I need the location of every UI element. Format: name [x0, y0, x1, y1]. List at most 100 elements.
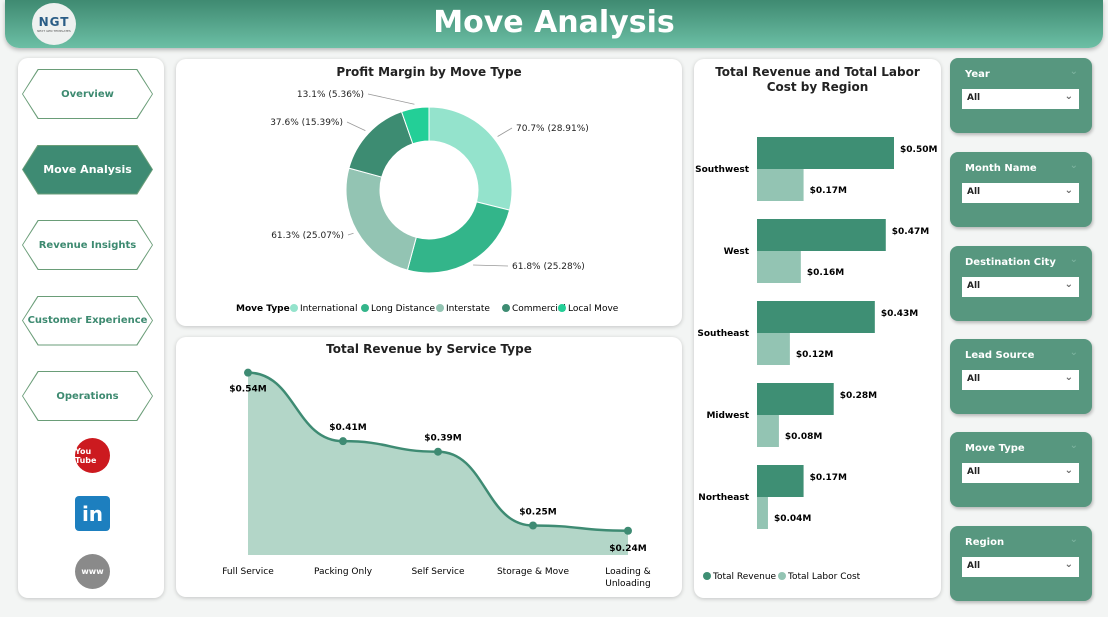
area-chart: $0.54M Full Service $0.41M Packing Only $0.3… — [222, 368, 651, 589]
chevron-down-icon: ⌄ — [1064, 559, 1073, 570]
data-label: $0.04M — [774, 514, 811, 524]
bar-chart: Southwest $0.50M $0.17M West $0.47M $0.16M Sou… — [695, 137, 937, 582]
legend-marker — [502, 304, 510, 312]
chevron-down-icon: ⌄ — [1064, 372, 1073, 383]
data-label: 61.3% (25.07%) — [271, 231, 344, 241]
bar-total-labor-cost[interactable] — [757, 251, 801, 283]
legend-marker — [290, 304, 298, 312]
filter-label: Region — [965, 537, 1005, 548]
filter-move-type: Move Type ⌄ All ⌄ — [950, 432, 1092, 507]
filter-dropdown[interactable]: All ⌄ — [962, 183, 1079, 203]
legend-item[interactable]: Total Revenue — [712, 572, 777, 582]
filter-dropdown[interactable]: All ⌄ — [962, 463, 1079, 483]
legend-item[interactable]: Interstate — [446, 304, 490, 314]
x-tick-label: Packing Only — [314, 567, 373, 577]
navigation-panel: Overview Move Analysis Revenue Insights Cus… — [18, 58, 164, 598]
filter-label: Year — [965, 69, 990, 80]
donut-slice-interstate[interactable] — [345, 167, 417, 271]
donut-slice-commercial[interactable] — [348, 111, 414, 178]
chevron-down-icon: ⌄ — [1064, 465, 1073, 476]
collapse-chevron-icon[interactable]: ⌄ — [1069, 66, 1078, 77]
dropdown-value: All — [967, 187, 981, 197]
donut-slice-international[interactable] — [428, 106, 513, 211]
data-point[interactable] — [339, 437, 347, 446]
leader-line — [347, 232, 354, 236]
nav-button-revenue-insights[interactable]: Revenue Insights — [22, 220, 153, 270]
bar-total-revenue[interactable] — [757, 465, 804, 497]
linkedin-icon[interactable]: in — [75, 496, 110, 531]
bar-total-revenue[interactable] — [757, 383, 834, 415]
filter-label: Month Name — [965, 163, 1037, 174]
collapse-chevron-icon[interactable]: ⌄ — [1069, 534, 1078, 545]
legend-item[interactable]: Local Move — [568, 304, 619, 314]
nav-button-move-analysis[interactable]: Move Analysis — [22, 144, 153, 195]
nav-button-label: Customer Experience — [23, 296, 152, 345]
leader-line — [473, 264, 509, 267]
bar-total-labor-cost[interactable] — [757, 415, 779, 447]
bar-total-revenue[interactable] — [757, 301, 875, 333]
dropdown-value: All — [967, 467, 981, 477]
donut-slice-long-distance[interactable] — [406, 201, 511, 274]
nav-button-label: Move Analysis — [23, 145, 152, 194]
legend-marker — [361, 304, 369, 312]
youtube-icon[interactable]: You Tube — [75, 438, 110, 473]
legend-item[interactable]: Total Labor Cost — [787, 572, 861, 582]
data-point[interactable] — [529, 521, 537, 530]
data-label: $0.47M — [892, 227, 929, 237]
bar-total-revenue[interactable] — [757, 219, 886, 251]
bar-total-labor-cost[interactable] — [757, 497, 768, 529]
legend-item[interactable]: Commercial — [512, 304, 566, 314]
area-fill — [248, 372, 628, 555]
donut-chart: 70.7% (28.91%) 61.8% (25.28%) 61.3% (25.07… — [236, 90, 619, 314]
collapse-chevron-icon[interactable]: ⌄ — [1069, 160, 1078, 171]
globe-www-icon[interactable]: www — [75, 554, 110, 589]
collapse-chevron-icon[interactable]: ⌄ — [1069, 347, 1078, 358]
filter-year: Year ⌄ All ⌄ — [950, 58, 1092, 133]
data-label: $0.54M — [229, 385, 266, 395]
filter-region: Region ⌄ All ⌄ — [950, 526, 1092, 601]
leader-line — [497, 127, 513, 137]
data-label: $0.28M — [840, 391, 877, 401]
collapse-chevron-icon[interactable]: ⌄ — [1069, 254, 1078, 265]
data-label: 13.1% (5.36%) — [297, 90, 364, 100]
chart-title: Profit Margin by Move Type — [336, 65, 522, 79]
x-tick-label: Loading & Unloading — [605, 567, 650, 589]
data-point[interactable] — [624, 526, 632, 535]
dropdown-value: All — [967, 281, 981, 291]
filter-dropdown[interactable]: All ⌄ — [962, 557, 1079, 577]
nav-button-label: Overview — [23, 70, 152, 118]
chart-title: Total Revenue by Service Type — [326, 342, 532, 356]
nav-button-operations[interactable]: Operations — [22, 371, 153, 421]
leader-line — [367, 93, 415, 105]
data-point[interactable] — [434, 447, 442, 456]
donut-slice-local-move[interactable] — [400, 106, 430, 145]
filter-dropdown[interactable]: All ⌄ — [962, 89, 1079, 109]
x-tick-label: Storage & Move — [497, 567, 570, 577]
bar-total-labor-cost[interactable] — [757, 169, 804, 201]
legend-item[interactable]: International — [300, 304, 357, 314]
filter-dropdown[interactable]: All ⌄ — [962, 370, 1079, 390]
bar-total-labor-cost[interactable] — [757, 333, 790, 365]
filter-dropdown[interactable]: All ⌄ — [962, 277, 1079, 297]
filter-lead-source: Lead Source ⌄ All ⌄ — [950, 339, 1092, 414]
legend-title: Move Type — [236, 304, 290, 314]
legend-marker — [558, 304, 566, 312]
nav-button-label: Revenue Insights — [23, 221, 152, 269]
data-label: $0.12M — [796, 350, 833, 360]
legend-item[interactable]: Long Distance — [371, 304, 435, 314]
data-label: $0.17M — [810, 473, 847, 483]
nav-button-customer-experience[interactable]: Customer Experience — [22, 295, 153, 346]
data-label: $0.17M — [810, 186, 847, 196]
page-title: Move Analysis — [433, 5, 675, 40]
revenue-by-service-card: Total Revenue by Service Type $0.54M Full… — [176, 337, 682, 597]
filter-month-name: Month Name ⌄ All ⌄ — [950, 152, 1092, 227]
company-logo: NGT NEXT GEN TEMPLATES — [32, 3, 76, 45]
nav-button-label: Operations — [23, 372, 152, 420]
chevron-down-icon: ⌄ — [1064, 91, 1073, 102]
bar-total-revenue[interactable] — [757, 137, 894, 169]
data-point[interactable] — [244, 368, 252, 377]
x-tick-label: Self Service — [411, 567, 465, 577]
nav-button-overview[interactable]: Overview — [22, 69, 153, 119]
collapse-chevron-icon[interactable]: ⌄ — [1069, 440, 1078, 451]
x-tick-label: Full Service — [222, 567, 274, 577]
